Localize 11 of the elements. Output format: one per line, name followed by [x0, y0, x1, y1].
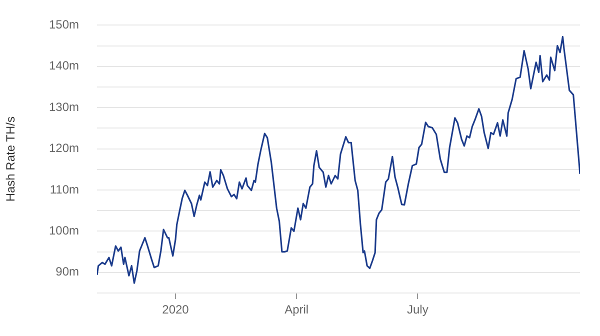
- y-tick-label: 110m: [50, 182, 79, 196]
- x-tick-label: April: [284, 302, 309, 317]
- y-tick-label: 90m: [56, 264, 80, 279]
- y-tick-label: 130m: [48, 100, 79, 114]
- y-tick-label: 100m: [48, 224, 79, 238]
- y-tick-label: 140m: [48, 58, 79, 73]
- y-axis-title: Hash Rate TH/s: [4, 116, 18, 202]
- y-tick-label: 150m: [48, 18, 79, 32]
- x-tick-label: 2020: [162, 302, 190, 317]
- x-tick-label: July: [407, 302, 428, 317]
- y-tick-label: 120m: [48, 141, 79, 156]
